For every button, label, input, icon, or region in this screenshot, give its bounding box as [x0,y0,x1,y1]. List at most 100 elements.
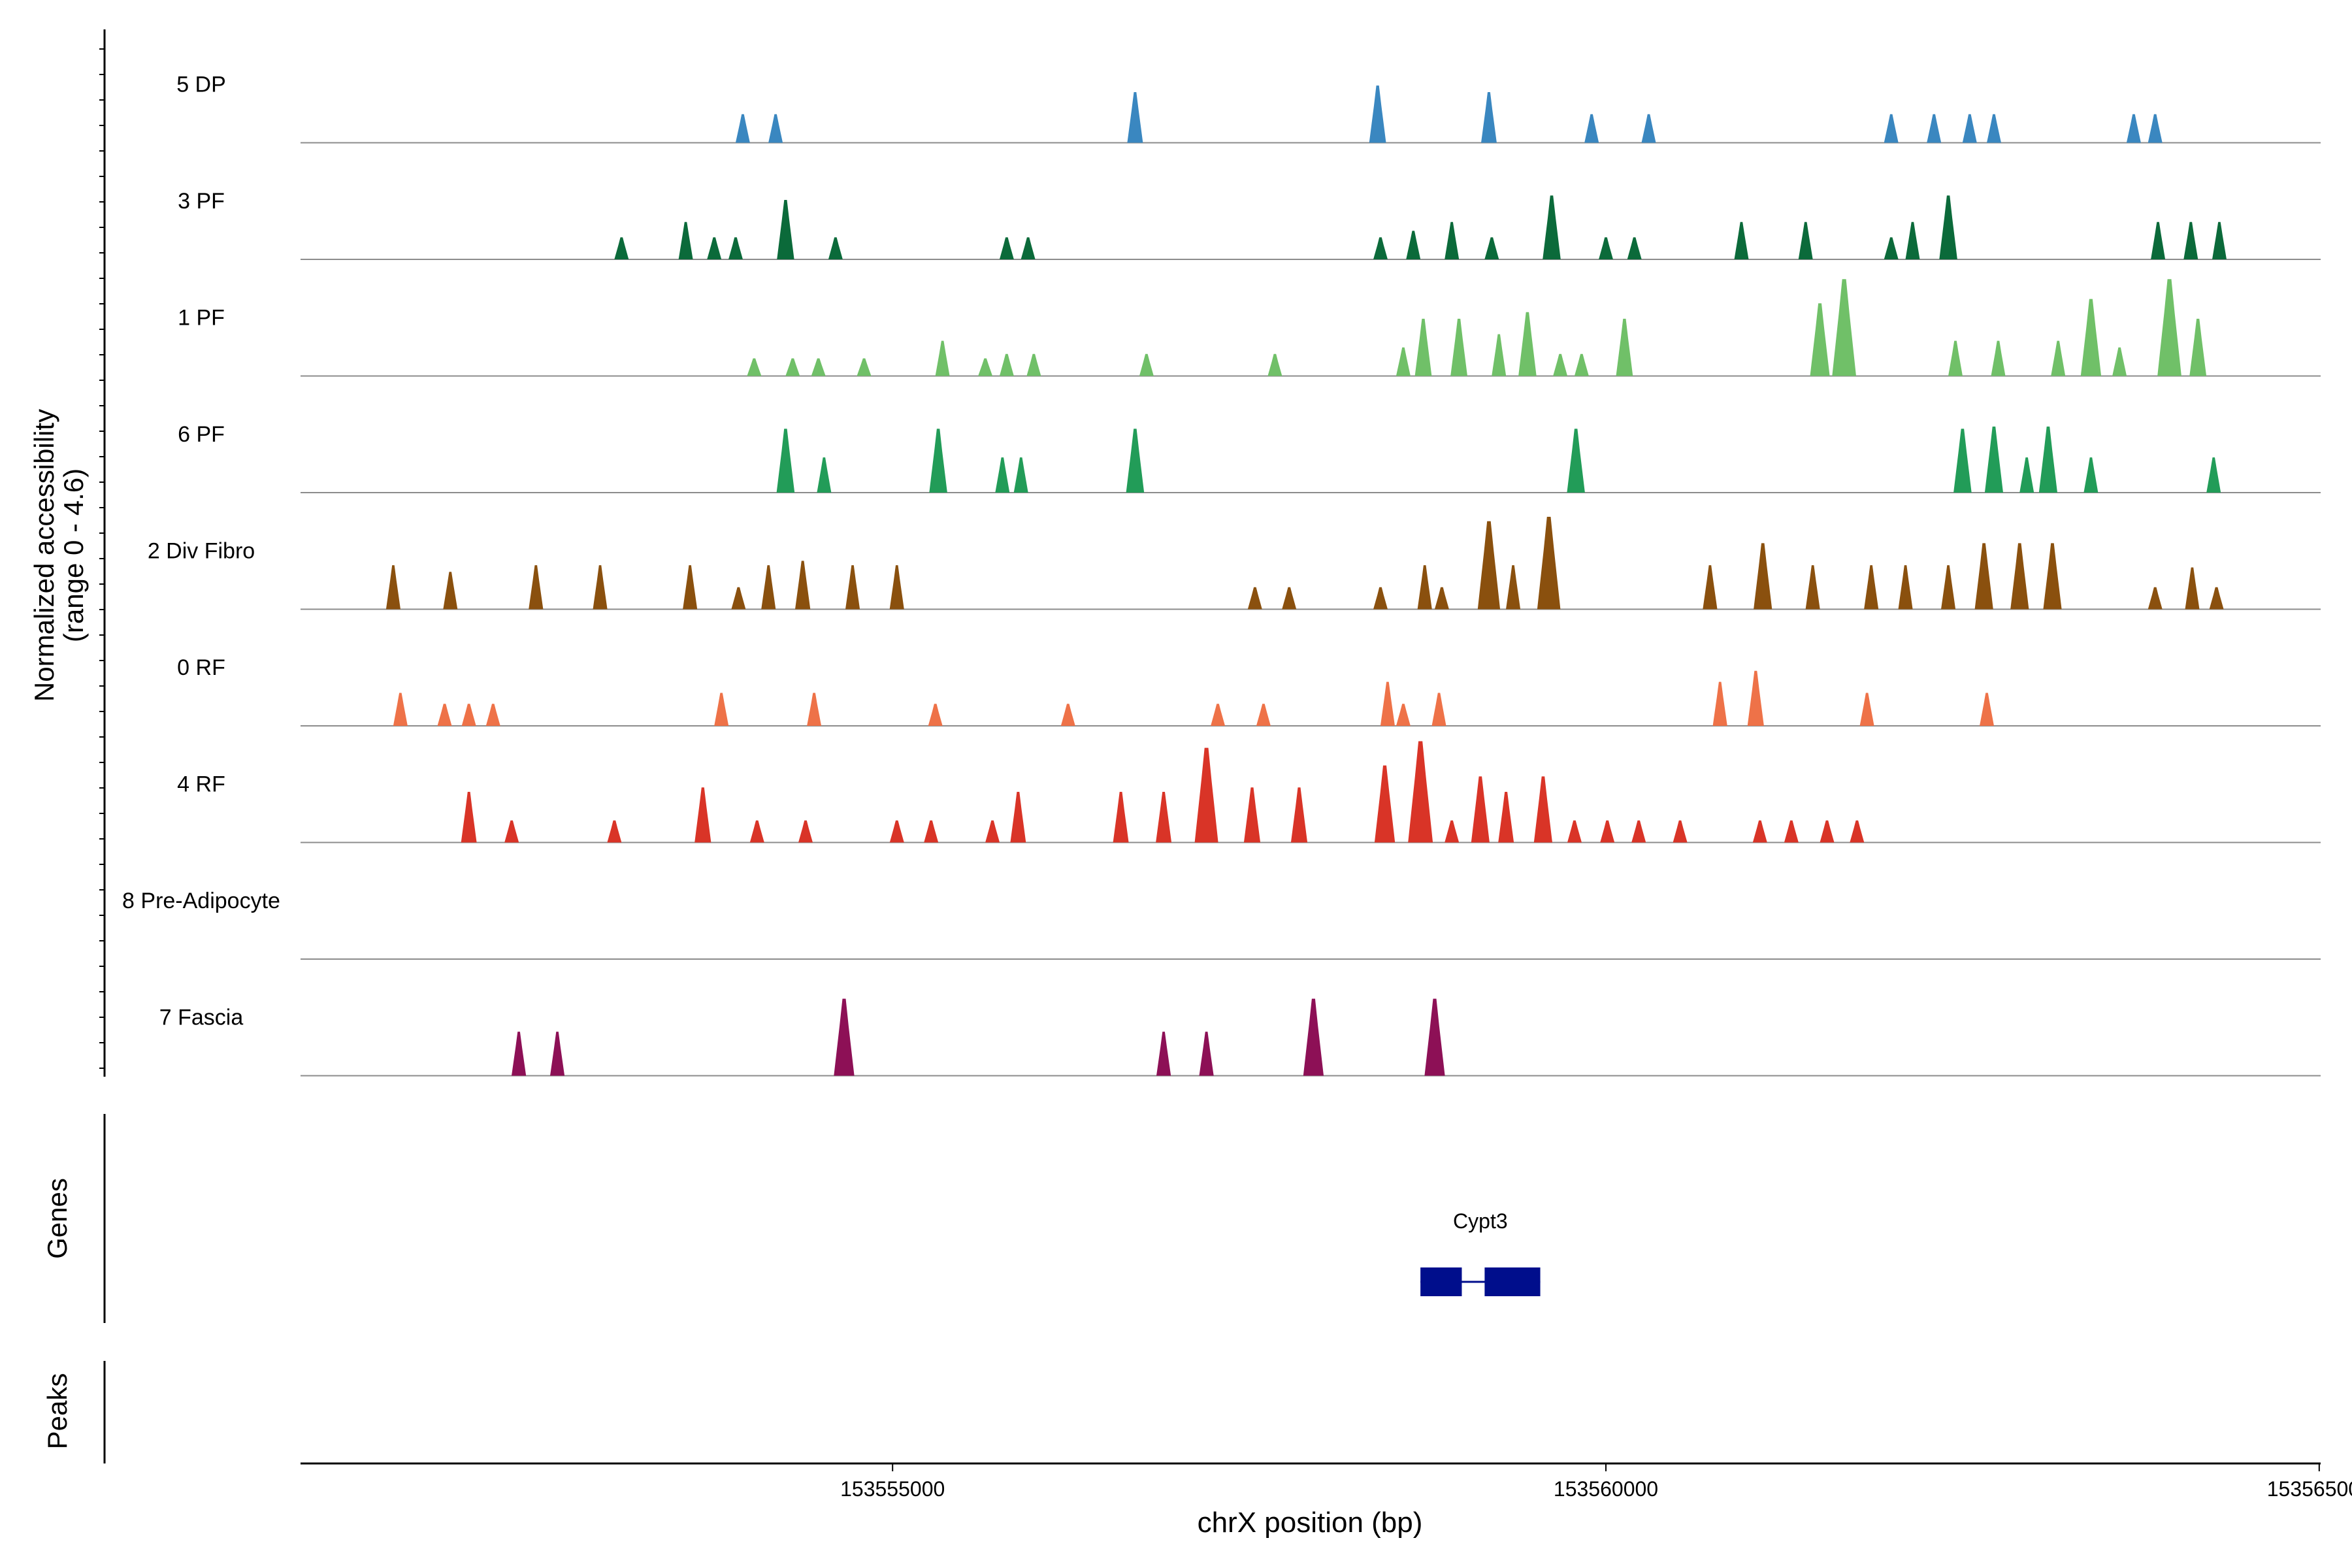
accessibility-peak [714,693,729,726]
accessibility-peak [1627,237,1642,259]
track-1-pf: 1 PF [178,279,2321,377]
accessibility-peak [1498,792,1514,843]
accessibility-peak [1380,681,1395,726]
accessibility-peak [461,704,476,726]
accessibility-peak [485,704,500,726]
accessibility-peak [1484,237,1499,259]
accessibility-peak [1673,820,1688,843]
track-label: 5 DP [176,73,226,97]
accessibility-peak [1414,318,1432,376]
accessibility-peak [1445,820,1460,843]
accessibility-peak [2189,318,2207,376]
track-label: 6 PF [178,422,225,447]
accessibility-peak [1810,303,1830,376]
accessibility-peak [1884,114,1899,143]
accessibility-peak [1859,693,1874,726]
accessibility-peak [985,820,1000,843]
accessibility-peak [1864,565,1879,610]
accessibility-peak [728,237,743,259]
accessibility-peak [1211,704,1226,726]
accessibility-peak [828,237,843,259]
track-label: 3 PF [178,189,225,214]
accessibility-peak [385,565,400,610]
accessibility-peak [1290,787,1308,843]
accessibility-peak [1431,693,1446,726]
accessibility-peak [1126,429,1145,493]
accessibility-peak [1127,92,1143,143]
accessibility-peak [707,237,722,259]
accessibility-peak [1752,820,1767,843]
track-8-pre-adipocyte: 8 Pre-Adipocyte [122,889,2321,960]
accessibility-peak [1156,1032,1171,1076]
accessibility-peak [1991,340,2006,376]
accessibility-peak [504,820,519,843]
track-label: 4 RF [177,772,225,797]
accessibility-peak [1408,741,1433,843]
accessibility-peak [2151,221,2166,259]
peaks-panel-label: Peaks [42,1373,73,1450]
accessibility-peak [694,787,711,843]
accessibility-peak [1256,704,1271,726]
track-label: 1 PF [178,306,225,331]
accessibility-peak [1267,353,1282,376]
accessibility-peak [1599,237,1613,259]
accessibility-peak [1026,353,1041,376]
accessibility-peak [2010,543,2029,610]
accessibility-peak [1406,231,1421,259]
accessibility-peak [1941,565,1956,610]
accessibility-peak [889,565,904,610]
accessibility-peak [768,114,783,143]
track-6-pf: 6 PF [178,422,2321,493]
accessibility-peak [529,565,544,610]
accessibility-peak [1396,704,1411,726]
accessibility-peak [1282,587,1297,610]
accessibility-peak [2209,587,2224,610]
accessibility-peak [1712,681,1727,726]
accessibility-peak [1445,221,1460,259]
x-tick-label: 153555000 [840,1477,945,1501]
accessibility-peak [1303,998,1324,1076]
accessibility-peak [1518,312,1537,376]
accessibility-peak [1641,114,1656,143]
accessibility-peak [928,704,943,726]
accessibility-peak [2083,457,2099,493]
accessibility-peak [614,237,629,259]
accessibility-peak [1953,429,1972,493]
track-3-pf: 3 PF [178,189,2321,260]
accessibility-peak [512,1032,527,1076]
track-0-rf: 0 RF [177,655,2321,727]
accessibility-peak [1243,787,1261,843]
accessibility-peak [1567,820,1582,843]
left-axis-group [99,29,106,1463]
accessibility-peak [1927,114,1942,143]
accessibility-peak [1194,747,1218,843]
accessibility-peak [2185,567,2200,610]
accessibility-peak [1481,92,1497,143]
accessibility-peak [1506,565,1521,610]
track-label: 8 Pre-Adipocyte [122,889,280,913]
accessibility-peak [1734,221,1749,259]
accessibility-peak [1010,792,1026,843]
accessibility-peak [1832,279,1856,376]
accessibility-peak [2157,279,2181,376]
accessibility-peak [761,565,776,610]
accessibility-peak [2126,114,2141,143]
accessibility-peak [593,565,608,610]
accessibility-peak [1884,237,1899,259]
accessibility-peak [1553,353,1568,376]
track-label: 2 Div Fibro [148,539,255,564]
accessibility-peak [1424,998,1445,1076]
accessibility-peak [2080,299,2102,376]
accessibility-peak [443,572,458,610]
x-tick-label: 153565000 [2267,1477,2352,1501]
accessibility-peak [1533,776,1552,843]
accessibility-peak [1805,565,1820,610]
accessibility-peak [1373,587,1388,610]
track-7-fascia: 7 Fascia [159,998,2321,1077]
gene-exon [1420,1267,1462,1296]
accessibility-peak [1113,792,1129,843]
gene-exon [1484,1267,1541,1296]
accessibility-peak [1156,792,1172,843]
accessibility-peak [1850,820,1865,843]
